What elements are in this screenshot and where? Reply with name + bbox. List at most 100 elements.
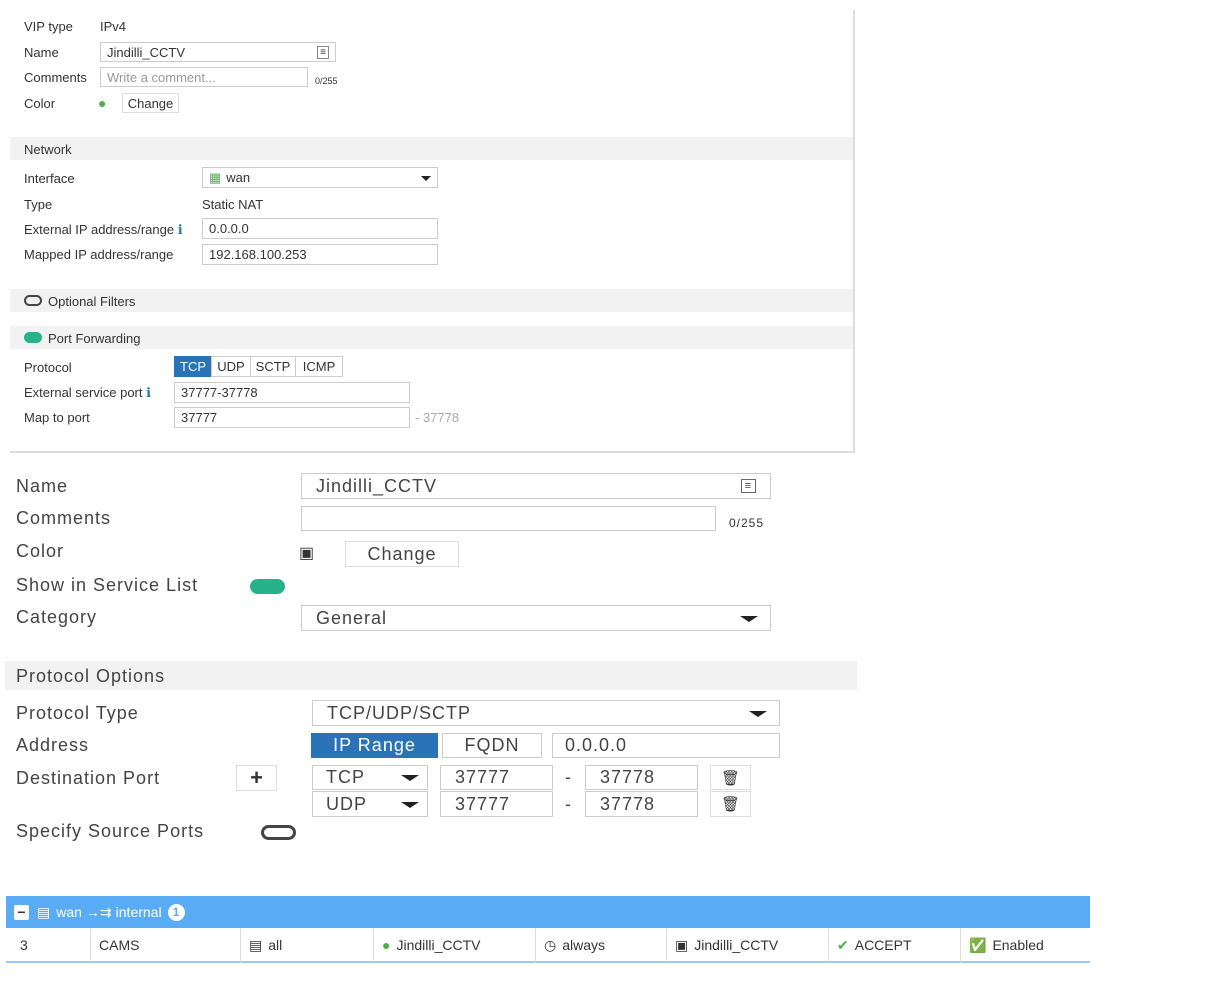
port-high-input[interactable]: 37778 <box>585 791 698 817</box>
show-in-service-list-toggle[interactable] <box>250 579 285 594</box>
port-protocol-select[interactable]: TCP <box>312 765 428 790</box>
text-icon: ≡ <box>317 45 329 59</box>
port-range-dash: - <box>565 767 572 787</box>
comments-input[interactable]: Write a comment... <box>100 67 308 87</box>
vip-type-label: VIP type <box>24 19 73 34</box>
info-icon[interactable]: ℹ <box>146 385 152 400</box>
chevron-down-icon <box>421 176 431 181</box>
to-interface: internal <box>115 904 162 920</box>
text-icon: ≡ <box>740 479 756 493</box>
policy-group-header[interactable]: − ▤ wan →⇉ internal 1 <box>6 896 1090 928</box>
plus-icon: + <box>250 765 263 790</box>
address-mode-ip-range[interactable]: IP Range <box>311 733 438 758</box>
chevron-down-icon <box>740 616 758 622</box>
policy-row[interactable] <box>6 928 1090 963</box>
address-mode-fqdn[interactable]: FQDN <box>442 733 542 758</box>
type-value: Static NAT <box>202 197 264 212</box>
protocol-sctp[interactable]: SCTP <box>250 356 296 377</box>
destination-port-label: Destination Port <box>16 768 161 788</box>
policy-service-value: Jindilli_CCTV <box>694 937 779 953</box>
port-low-input[interactable]: 37777 <box>440 765 553 790</box>
name-value: Jindilli_CCTV <box>107 44 186 60</box>
add-port-button[interactable]: + <box>236 765 277 791</box>
service-color-icon: ▣ <box>299 545 315 562</box>
color-label: Color <box>24 96 56 111</box>
mapped-ip-label: Mapped IP address/range <box>24 247 174 262</box>
policy-service: ▣ Jindilli_CCTV <box>667 928 829 962</box>
map-port-end: - 37778 <box>415 410 460 425</box>
vip-panel <box>10 10 855 453</box>
comments-count: 0/255 <box>315 76 338 86</box>
name-input[interactable]: Jindilli_CCTV ≡ <box>100 42 336 62</box>
chevron-down-icon <box>401 802 419 808</box>
show-in-service-list-label: Show in Service List <box>16 575 199 595</box>
port-protocol-select[interactable]: UDP <box>312 791 428 817</box>
protocol-udp[interactable]: UDP <box>211 356 251 377</box>
service-comments-label: Comments <box>16 508 112 528</box>
service-color-label: Color <box>16 541 65 561</box>
policy-destination-value: Jindilli_CCTV <box>396 937 481 953</box>
external-ip-label-text: External IP address/range <box>24 222 175 237</box>
protocol-icmp[interactable]: ICMP <box>295 356 343 377</box>
port-protocol-value: TCP <box>326 767 365 787</box>
protocol-type-select[interactable]: TCP/UDP/SCTP <box>312 700 780 726</box>
chevron-down-icon <box>749 711 767 717</box>
service-name-input[interactable]: Jindilli_CCTV ≡ <box>301 473 771 499</box>
policy-source: ▤ all <box>241 928 374 962</box>
protocol-selector[interactable]: TCP UDP SCTP ICMP <box>174 356 343 377</box>
service-name-label: Name <box>16 476 69 496</box>
address-mode-selector[interactable]: IP Range FQDN <box>311 733 542 758</box>
address-input[interactable]: 0.0.0.0 <box>552 733 780 758</box>
port-protocol-value: UDP <box>326 793 368 814</box>
trash-icon: 🗑 <box>720 796 741 813</box>
policy-count-badge: 1 <box>167 903 185 921</box>
mapped-ip-input[interactable]: 192.168.100.253 <box>202 244 438 265</box>
external-ip-input[interactable]: 0.0.0.0 <box>202 218 438 239</box>
map-port-label: Map to port <box>24 410 90 425</box>
policy-status-value: Enabled <box>992 937 1044 953</box>
optional-filters-label: Optional Filters <box>48 294 136 309</box>
protocol-options-section <box>5 661 857 690</box>
optional-filters-section <box>10 289 853 312</box>
info-icon[interactable]: ℹ <box>177 222 183 237</box>
service-name-value: Jindilli_CCTV <box>316 475 438 496</box>
category-label: Category <box>16 607 98 627</box>
vip-color-icon: ● <box>98 95 107 111</box>
policy-id: 3 <box>6 928 91 962</box>
trash-icon: 🗑 <box>720 769 741 787</box>
interface-icon: ▦ <box>209 169 222 185</box>
protocol-tcp[interactable]: TCP <box>174 356 212 377</box>
policy-action-value: ACCEPT <box>854 937 912 953</box>
port-forwarding-toggle[interactable] <box>24 332 42 343</box>
check-icon: ✔ <box>837 936 849 953</box>
comments-label: Comments <box>24 70 87 85</box>
port-high-input[interactable]: 37778 <box>585 765 698 790</box>
service-comments-input[interactable] <box>301 506 716 531</box>
port-low-input[interactable]: 37777 <box>440 791 553 817</box>
category-select[interactable]: General <box>301 605 771 631</box>
port-forwarding-section <box>10 326 853 349</box>
optional-filters-toggle[interactable] <box>24 295 42 306</box>
protocol-type-label: Protocol Type <box>16 703 139 723</box>
external-port-label: External service port ℹ <box>24 385 151 401</box>
interface-select[interactable]: ▦ wan <box>202 167 438 188</box>
delete-port-button[interactable]: 🗑 <box>710 791 751 817</box>
category-value: General <box>316 607 388 628</box>
protocol-options-header: Protocol Options <box>16 666 166 686</box>
protocol-label: Protocol <box>24 360 72 375</box>
collapse-icon[interactable]: − <box>14 904 29 920</box>
external-port-input[interactable]: 37777-37778 <box>174 382 410 403</box>
service-change-color-button[interactable]: Change <box>345 541 459 567</box>
policy-source-value: all <box>268 937 283 953</box>
enabled-check-icon: ✅ <box>969 936 987 953</box>
protocol-type-value: TCP/UDP/SCTP <box>327 702 472 723</box>
change-color-button[interactable]: Change <box>122 93 179 113</box>
specify-source-ports-toggle[interactable] <box>261 825 296 840</box>
delete-port-button[interactable]: 🗑 <box>710 765 751 790</box>
map-port-input[interactable]: 37777 <box>174 407 410 428</box>
service-icon: ▣ <box>675 936 689 953</box>
service-comments-count: 0/255 <box>729 516 765 530</box>
port-range-dash: - <box>565 794 572 814</box>
policy-schedule: ◷ always <box>536 928 667 962</box>
schedule-icon: ◷ <box>544 936 557 953</box>
